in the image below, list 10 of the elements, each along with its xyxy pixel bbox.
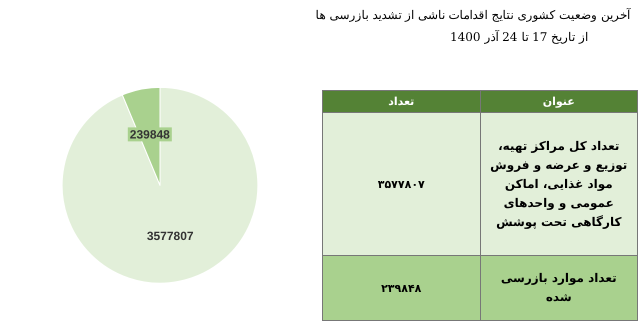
text: ۲۳۹۸۴۸ — [322, 256, 480, 320]
text: تعداد موارد بازرسی شده — [480, 256, 638, 320]
text: عنوان — [480, 90, 638, 112]
text: آخرین وضعیت کشوری نتایج اقدامات ناشی از تشدید بازرسی ها — [314, 7, 630, 24]
data-label: 3577807 — [146, 229, 194, 244]
text: ۳۵۷۷۸۰۷ — [322, 112, 480, 256]
text: تعداد کل مراکز تهیه، توزیع و عرضه و فروش مواد غذایی، اماکن عمومی و واحدهای کارگاهی تحت پوشش — [480, 112, 638, 256]
data-label: 239848 — [130, 127, 170, 142]
text: تعداد — [322, 90, 480, 112]
text: از تاریخ 17 تا 24 آذر 1400 — [448, 29, 588, 46]
